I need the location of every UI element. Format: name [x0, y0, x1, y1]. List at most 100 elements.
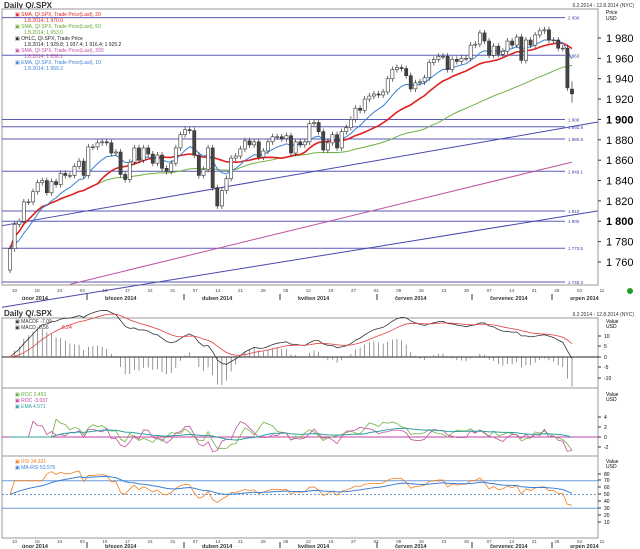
candle [533, 34, 538, 46]
candle [459, 58, 464, 62]
candle [501, 50, 505, 55]
candle [302, 141, 307, 146]
price-tick-label: 1 980 [606, 33, 634, 45]
date-tick-label: 05 [283, 288, 289, 293]
price-tick-label: 1 940 [606, 74, 634, 86]
candle [431, 59, 436, 63]
candle [445, 56, 450, 70]
candle [454, 59, 459, 62]
month-label: květen 2014 [298, 296, 330, 302]
candle [261, 150, 266, 158]
candle [473, 43, 478, 46]
candle [49, 181, 54, 194]
level-label: 1 892.8 [568, 125, 584, 130]
date-tick-label: 14 [509, 288, 515, 293]
main-legend-entry[interactable]: ▣ EMA, Q/.SPX, Trade Price(Last), 10 [15, 60, 101, 66]
date-tick-label: 11 [600, 539, 605, 544]
indicator-chart-title: Daily Q/.SPX [4, 309, 53, 318]
indicator-tick-label: 70 [604, 478, 610, 484]
candle [362, 98, 367, 111]
date-tick-label: 28 [554, 539, 560, 544]
candle [395, 67, 399, 70]
candle [441, 56, 445, 58]
date-tick-label: 10 [12, 539, 18, 544]
candle [173, 147, 178, 164]
candle [372, 93, 376, 97]
candle [132, 147, 137, 163]
candle [233, 155, 238, 159]
indicator-tick-label: 0 [604, 355, 607, 361]
axis-unit-label: USD [606, 464, 617, 470]
date-tick-label: 04 [577, 288, 583, 293]
level-label: 1 740.3 [568, 280, 584, 285]
date-tick-label: 09 [396, 288, 402, 293]
candle [408, 75, 413, 90]
candle [201, 169, 206, 176]
candle [44, 180, 49, 194]
date-tick-label: 18 [35, 288, 41, 293]
candle [298, 141, 303, 146]
date-tick-label: 09 [396, 539, 402, 544]
date-tick-label: 11 [600, 288, 605, 293]
month-label: červenec 2014 [490, 544, 529, 549]
status-indicator-icon [627, 288, 633, 294]
candle [127, 161, 132, 180]
price-tick-label: 1 920 [606, 94, 634, 106]
macd-legend-entry[interactable]: ▣ MACD -0.56 [15, 325, 49, 331]
date-tick-label: 24 [148, 288, 154, 293]
candle [270, 136, 275, 143]
price-tick-label: 1 800 [606, 216, 634, 228]
date-tick-label: 17 [125, 539, 131, 544]
axis-unit-label: Value [606, 392, 619, 398]
macd-legend-entry[interactable]: ▣ MACDF -7.09 [15, 319, 52, 325]
date-tick-label: 31 [170, 539, 176, 544]
candle [17, 220, 22, 225]
candle [565, 47, 570, 89]
candle [243, 140, 247, 150]
month-label: srpen 2014 [570, 296, 600, 302]
price-tick-label: 1 900 [606, 114, 634, 126]
candle [183, 129, 187, 136]
price-tick-label: 1 860 [606, 155, 634, 167]
candle [570, 88, 574, 95]
roc-legend-entry[interactable]: ▣ ROC 2.453 [15, 392, 47, 398]
level-label: 2 000 [568, 16, 580, 21]
date-tick-label: 28 [261, 288, 267, 293]
candle [519, 36, 524, 61]
candle [289, 135, 293, 154]
indicator-tick-label: 4 [604, 415, 607, 421]
date-tick-label: 19 [328, 288, 334, 293]
level-label: 1 900 [568, 117, 580, 122]
candle [468, 44, 473, 59]
rsi-legend-entry[interactable]: ▣ RSI 34.331 [15, 459, 47, 465]
date-tick-label: 27 [351, 539, 357, 544]
date-tick-label: 31 [170, 288, 176, 293]
main-legend-entry[interactable]: ▣ SMA, Q/.SPX, Trade Price(Last), 50 [15, 24, 101, 30]
date-tick-label: 02 [374, 539, 380, 544]
candle [279, 136, 284, 140]
roc-legend-entry[interactable]: ▣ ROC -3.037 [15, 398, 48, 404]
date-tick-label: 12 [306, 539, 312, 544]
main-legend-entry[interactable]: ▣ OHLC, Q/.SPX, Trade Price [15, 36, 83, 42]
price-tick-label: 1 820 [606, 196, 634, 208]
macd-signal-line [9, 313, 573, 358]
price-tick-label: 1 840 [606, 176, 634, 188]
candle [229, 157, 234, 179]
date-tick-label: 21 [532, 288, 538, 293]
sma200-line [69, 161, 573, 285]
candle [348, 119, 353, 128]
main-legend-entry[interactable]: ▣ SMA, Q/.SPX, Trade Price(Last), 200 [15, 48, 104, 54]
main-date-range: 6.2.2014 - 12.8.2014 (NYC) [572, 3, 634, 9]
indicator-tick-label: 40 [604, 499, 610, 505]
indicator-tick-label: 30 [604, 506, 610, 512]
date-tick-label: 18 [35, 539, 41, 544]
date-tick-label: 07 [193, 539, 199, 544]
candle [63, 173, 68, 176]
date-tick-label: 02 [374, 288, 380, 293]
candle [542, 29, 547, 32]
roc-legend-entry[interactable]: ▣ EMA 4.571 [15, 404, 46, 410]
rsi-legend-entry[interactable]: ▣ MA-RSI 53.575 [15, 465, 56, 471]
trendline [1, 210, 599, 308]
main-legend-entry[interactable]: ▣ SMA, Q/.SPX, Trade Price(Last), 20 [15, 12, 101, 18]
